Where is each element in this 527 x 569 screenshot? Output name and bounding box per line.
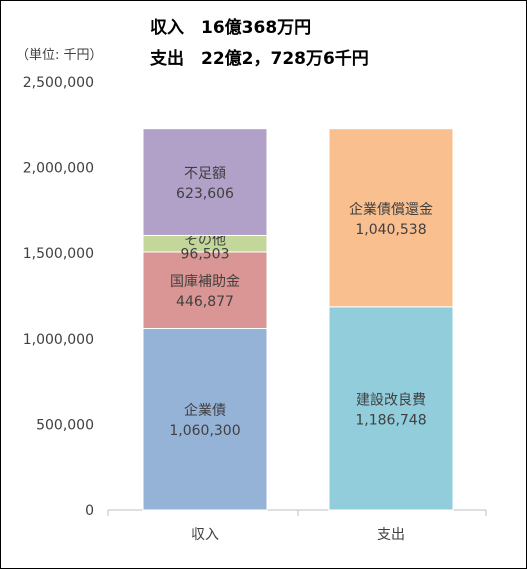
segment-name-label: 建設改良費 (356, 392, 426, 408)
x-category-label: 支出 (377, 527, 405, 543)
expense-total-title: 支出 22億2，728万6千円 (150, 49, 369, 69)
y-tick-label: 0 (85, 503, 94, 519)
segment-name-label: 不足額 (184, 166, 226, 182)
segment-value-label: 1,040,538 (355, 222, 426, 238)
y-tick-label: 1,500,000 (23, 246, 94, 262)
segment-value-label: 1,186,748 (355, 412, 426, 428)
segment-value-label: 1,060,300 (169, 423, 240, 439)
segment-name-label: 企業債償還金 (349, 201, 433, 218)
y-tick-label: 500,000 (36, 417, 94, 433)
segment-value-label: 623,606 (176, 186, 234, 202)
bar-segment (142, 128, 268, 236)
segment-value-label: 96,503 (181, 247, 230, 263)
x-category-label: 収入 (191, 527, 219, 543)
bar-segment (142, 251, 268, 329)
bar-segment (142, 327, 268, 511)
segment-name-label: 国庫補助金 (170, 273, 240, 290)
income-total-title: 収入 16億368万円 (150, 18, 312, 38)
segment-name-label: その他 (184, 233, 226, 249)
y-tick-label: 2,500,000 (23, 75, 94, 91)
segment-value-label: 446,877 (176, 294, 234, 310)
bar-segment (328, 128, 454, 308)
segment-name-label: 企業債 (184, 402, 226, 419)
y-tick-label: 2,000,000 (23, 161, 94, 177)
bar-segment (328, 306, 454, 511)
y-tick-label: 1,000,000 (23, 332, 94, 348)
unit-label: （単位: 千円） (16, 48, 103, 63)
